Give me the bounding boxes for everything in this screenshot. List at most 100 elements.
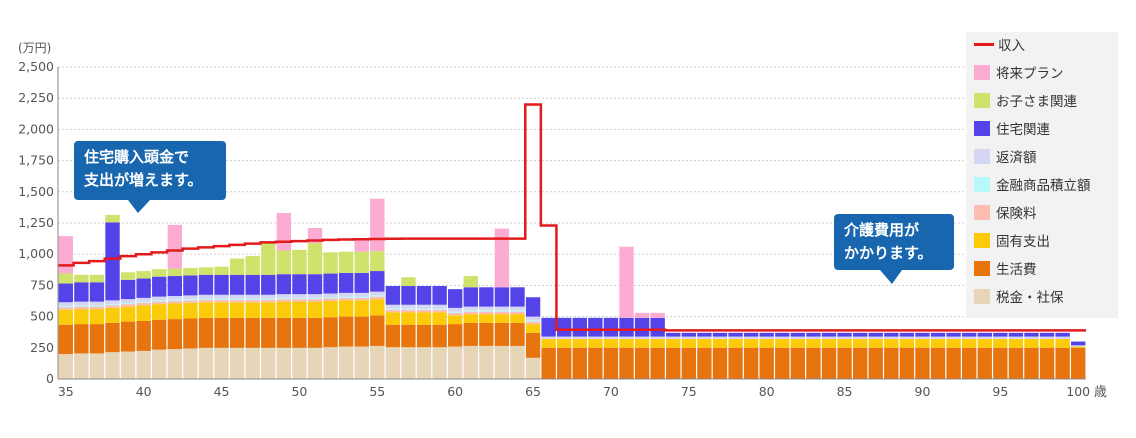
bar-segment (884, 332, 899, 337)
bar-segment (1055, 339, 1070, 348)
bar-segment (494, 314, 510, 323)
bar-segment (276, 299, 292, 302)
bar-segment (370, 295, 385, 297)
bar-segment (432, 312, 447, 325)
bar-segment (712, 336, 728, 340)
legend-label: 収入 (998, 38, 1025, 54)
bar-segment (946, 339, 961, 348)
y-tick-label: 2,500 (18, 59, 54, 74)
bar-segment (525, 320, 541, 322)
bar-segment (775, 339, 790, 348)
bar-segment (759, 347, 774, 379)
callout-line: 支出が増えます。 (84, 171, 203, 189)
legend-swatch (974, 42, 994, 46)
bar-segment (74, 274, 89, 283)
bar-segment (136, 271, 151, 279)
bar-segment (728, 339, 743, 348)
bar-segment (120, 279, 136, 300)
bar-segment (105, 222, 120, 301)
bar-segment (385, 347, 401, 379)
bar-segment (385, 309, 401, 313)
y-tick-label: 2,000 (18, 121, 54, 136)
bar-segment (821, 339, 837, 348)
y-tick-label: 1,750 (18, 153, 54, 168)
legend-item-repayment[interactable]: 返済額 (974, 146, 1037, 166)
legend-item-fixed[interactable]: 固有支出 (974, 230, 1050, 250)
bar-segment (416, 347, 432, 379)
bar-segment (806, 336, 821, 340)
bar-segment (930, 339, 946, 348)
legend-item-future-plan[interactable]: 将来プラン (974, 62, 1064, 82)
bar-segment (479, 306, 494, 311)
bar-segment (370, 271, 385, 292)
bar-segment (105, 304, 120, 306)
bar-segment (432, 304, 447, 309)
bar-segment (105, 214, 120, 223)
bar-segment (323, 347, 338, 379)
bar-segment (588, 347, 603, 379)
bar-segment (152, 349, 167, 379)
legend-label: 将来プラン (996, 66, 1064, 82)
bar-segment (463, 311, 478, 315)
legend-label: 生活費 (996, 262, 1037, 278)
legend-item-income[interactable]: 収入 (974, 34, 1025, 54)
bar-segment (572, 339, 587, 348)
bar-segment (790, 339, 806, 348)
bar-segment (510, 314, 525, 323)
bar-segment (89, 324, 105, 354)
legend-label: 税金・社保 (996, 290, 1064, 306)
bar-segment (136, 297, 151, 302)
bar-segment (338, 296, 354, 298)
bar-segment (525, 316, 541, 321)
bar-segment (884, 339, 899, 348)
bar-segment (89, 282, 105, 302)
legend-label: 住宅関連 (996, 122, 1050, 138)
bar-segment (167, 301, 183, 304)
bar-segment (790, 332, 806, 337)
y-tick-label: 250 (30, 340, 54, 355)
bar-segment (743, 347, 759, 379)
bar-segment (152, 276, 167, 297)
callout-line: 介護費用が (844, 221, 920, 239)
bar-segment (634, 339, 650, 348)
bar-segment (338, 272, 354, 293)
y-tick-label: 500 (30, 309, 54, 324)
bar-segment (214, 274, 229, 295)
bar-segment (261, 317, 276, 348)
bar-segment (650, 317, 665, 337)
legend-item-insurance[interactable]: 保険料 (974, 202, 1037, 222)
bar-segment (245, 317, 260, 348)
bar-segment (432, 309, 447, 313)
bar-segment (105, 305, 120, 308)
bar-segment (510, 311, 525, 315)
bar-segment (338, 346, 354, 379)
legend-item-housing[interactable]: 住宅関連 (974, 118, 1050, 138)
bar-segment (603, 336, 619, 340)
bar-segment (681, 336, 697, 340)
bar-segment (666, 332, 681, 337)
legend-item-children[interactable]: お子さま関連 (974, 90, 1077, 110)
bar-segment (946, 336, 961, 340)
legend-item-tax[interactable]: 税金・社保 (974, 286, 1064, 306)
bar-segment (588, 336, 603, 340)
bar-segment (338, 297, 354, 301)
bar-segment (790, 336, 806, 340)
bar-segment (152, 296, 167, 301)
bar-segment (619, 317, 634, 337)
bar-segment (650, 336, 665, 340)
bar-segment (1039, 332, 1055, 337)
bar-segment (557, 347, 572, 379)
bar-segment (525, 321, 541, 325)
bar-segment (806, 339, 821, 348)
bar-segment (416, 309, 432, 313)
legend-item-living[interactable]: 生活費 (974, 258, 1037, 278)
bar-segment (245, 298, 260, 300)
bar-segment (634, 312, 650, 318)
bar-segment (852, 336, 868, 340)
bar-segment (993, 347, 1008, 379)
x-axis-unit: 歳 (1094, 385, 1107, 400)
legend-item-savings[interactable]: 金融商品積立額 (974, 174, 1091, 194)
bar-segment (214, 299, 229, 303)
bar-segment (245, 347, 260, 379)
